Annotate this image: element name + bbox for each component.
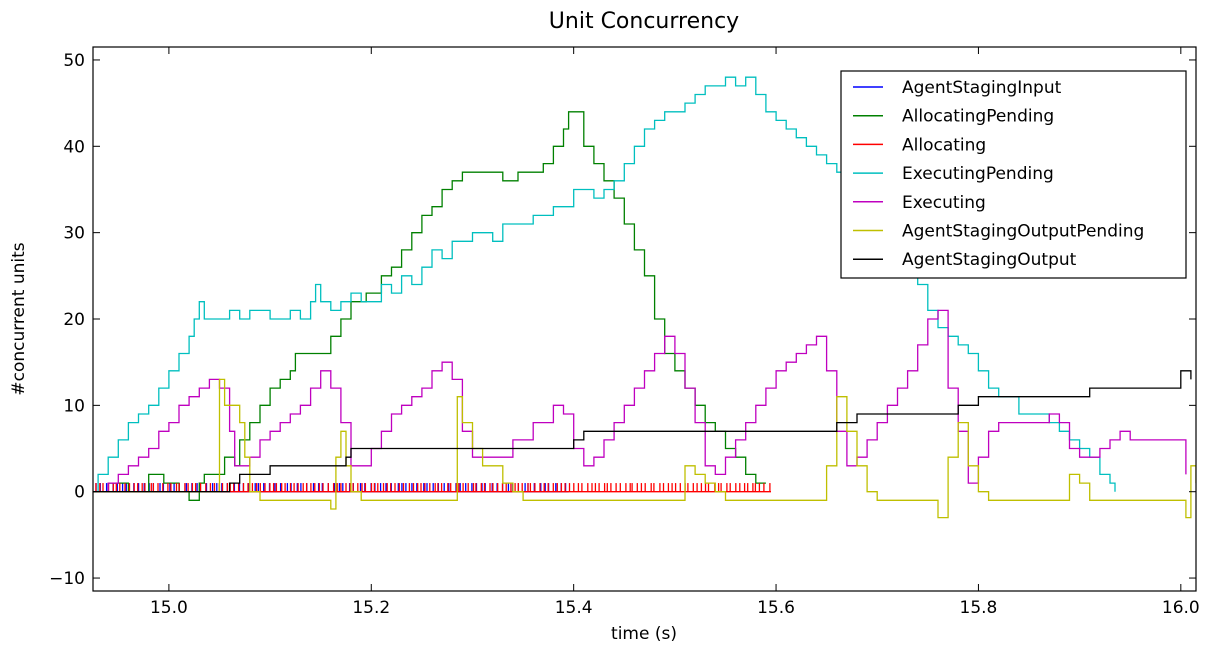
x-axis-label: time (s) [611, 624, 677, 644]
executing-series [93, 309, 1187, 493]
legend-entry-agent-staging-input: AgentStagingInput [853, 78, 1062, 98]
agent-staging-output-pending-series [93, 378, 1196, 519]
y-tick-label: 10 [63, 396, 85, 416]
legend: AgentStagingInput AllocatingPending Alloca… [840, 70, 1187, 279]
legend-label: AllocatingPending [902, 107, 1054, 127]
y-tick-label: 0 [74, 483, 85, 503]
x-tick-label: 15.2 [352, 598, 390, 618]
y-tick-label: 40 [63, 137, 85, 157]
y-tick-label: 30 [63, 224, 85, 244]
legend-label: AgentStagingInput [902, 78, 1062, 98]
y-tick-label: 20 [63, 310, 85, 330]
chart-title: Unit Concurrency [549, 9, 739, 34]
y-axis-label: #concurrent units [9, 242, 29, 395]
x-tick-label: 15.0 [150, 598, 188, 618]
legend-entry-allocating-pending: AllocatingPending [853, 107, 1054, 127]
x-tick-label: 15.8 [960, 598, 998, 618]
legend-entry-agent-staging-output: AgentStagingOutput [853, 250, 1077, 270]
legend-box [840, 70, 1187, 279]
allocating-pending-series [93, 111, 766, 501]
legend-entry-agent-staging-output-pending: AgentStagingOutputPending [853, 222, 1144, 242]
agent-staging-output-series [93, 370, 1192, 493]
x-tick-label: 15.4 [555, 598, 593, 618]
plot-area [93, 76, 1196, 519]
axes: 15.0 15.2 15.4 15.6 15.8 16.0 −10 0 10 20 30 40 50 [49, 46, 1200, 618]
legend-label: AgentStagingOutputPending [902, 222, 1144, 242]
x-tick-label: 15.6 [757, 598, 795, 618]
legend-label: ExecutingPending [902, 164, 1054, 184]
legend-entry-executing-pending: ExecutingPending [853, 164, 1054, 184]
legend-label: Allocating [902, 135, 986, 155]
executing-pending-series [93, 76, 1116, 493]
y-tick-label: −10 [49, 569, 85, 589]
legend-label: Executing [902, 193, 986, 213]
legend-entry-allocating: Allocating [853, 135, 986, 155]
x-tick-label: 16.0 [1162, 598, 1200, 618]
legend-label: AgentStagingOutput [902, 250, 1077, 270]
y-tick-label: 50 [63, 51, 85, 71]
legend-entry-executing: Executing [853, 193, 986, 213]
